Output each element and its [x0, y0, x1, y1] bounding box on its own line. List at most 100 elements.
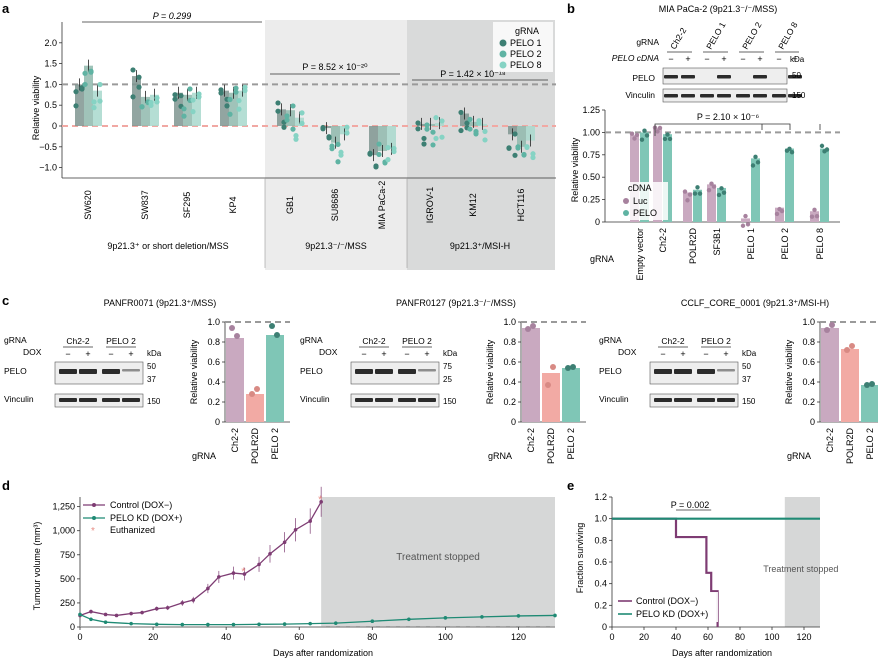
c-blot-band-pelo: [398, 369, 416, 374]
e-y-tick-label: 0.8: [594, 535, 607, 545]
c-blot-band-vinculin: [654, 398, 672, 402]
a-legend-item-2: PELO 2: [510, 49, 542, 59]
b-kda-50: 50: [792, 71, 801, 80]
d-legend-control: Control (DOX−): [110, 500, 172, 510]
e-x-tick-label: 80: [735, 632, 745, 642]
a-dot: [293, 132, 299, 139]
b-bar: [810, 211, 819, 222]
b-dot: [743, 213, 748, 219]
a-dot: [338, 149, 344, 155]
b-blot-band-vinculin: [700, 94, 714, 98]
c-dot: [849, 343, 855, 349]
a-dot: [515, 145, 521, 151]
a-dot: [97, 81, 103, 88]
c-blot-band-pelo: [102, 369, 120, 374]
d-point: [257, 562, 261, 567]
d-series-control: [79, 501, 322, 617]
c-blot-band-vinculin: [697, 398, 715, 402]
a-bar: [220, 90, 229, 126]
b-x-label: PELO 1: [746, 228, 756, 260]
a-legend-item-1: PELO 1: [510, 38, 542, 48]
c-lane-group: Ch2-2: [362, 336, 385, 346]
a-dot: [281, 124, 287, 130]
d-point: [180, 622, 185, 627]
c-blot-band-pelo: [79, 369, 97, 374]
d-x-tick-label: 80: [367, 632, 377, 642]
a-dot: [293, 136, 299, 142]
a-dot: [91, 105, 97, 111]
a-legend-dot-1: [499, 39, 507, 47]
d-point: [217, 575, 221, 579]
b-dot: [824, 147, 830, 152]
a-bar: [460, 113, 469, 126]
c-ylabel: Relative viability: [189, 339, 199, 404]
c-y-tick-label: 0.4: [503, 377, 516, 387]
b-dot: [709, 181, 714, 186]
a-y-tick-label: −0.5: [39, 142, 57, 152]
b-legend-dot-pelo: [623, 210, 629, 216]
b-dot: [779, 208, 785, 214]
b-kda-150: 150: [792, 91, 806, 100]
d-x-tick-label: 20: [148, 632, 158, 642]
c-dot: [864, 382, 870, 388]
b-dot: [662, 136, 668, 142]
a-dot: [88, 68, 94, 74]
b-dot: [719, 186, 724, 191]
b-blot-band-vinculin: [788, 94, 802, 98]
b-blot-sign: −: [668, 54, 673, 64]
a-bar: [277, 109, 286, 126]
c-lane-group: PELO 2: [106, 336, 136, 346]
d-y-tick-label: 1,250: [52, 502, 75, 512]
c-bar: [542, 373, 560, 422]
b-blot-band-pelo: [681, 75, 695, 79]
b-dot: [655, 129, 660, 134]
a-dot: [190, 109, 196, 115]
e-y-tick-label: 1.0: [594, 514, 607, 524]
b-blot-band-vinculin: [664, 94, 678, 98]
c-dot: [824, 327, 830, 333]
d-point: [180, 601, 185, 605]
a-dot: [433, 135, 439, 142]
a-dot: [299, 120, 305, 126]
b-blot-band-pelo: [753, 75, 767, 79]
a-dot: [439, 134, 445, 140]
c-y-tick-label: 0.2: [802, 397, 815, 407]
b-bar: [717, 187, 726, 222]
b-dot: [809, 214, 815, 219]
a-legend: gRNA PELO 1 PELO 2 PELO 8: [493, 22, 553, 72]
a-dot: [482, 137, 488, 143]
a-dot: [284, 117, 290, 123]
a-dot: [172, 92, 178, 98]
d-point: [140, 610, 144, 615]
a-y-tick-label: 1.5: [44, 59, 57, 69]
c-bar: [522, 328, 540, 422]
c-blot-band-pelo: [654, 369, 672, 374]
panel-d-label: d: [2, 478, 10, 493]
c-blot-row-vinculin: Vinculin: [300, 394, 330, 404]
d-euthanized-marker: *: [318, 494, 323, 506]
c-blot-row-vinculin: Vinculin: [4, 394, 34, 404]
c-lane-sign: −: [703, 349, 708, 359]
d-y-tick-label: 0: [70, 622, 75, 632]
d-point: [282, 540, 287, 545]
c-bar: [266, 335, 284, 422]
b-ylabel: Relative viability: [570, 137, 580, 202]
c-dot: [829, 322, 835, 328]
b-dot: [711, 184, 717, 189]
a-bar: [238, 90, 247, 126]
a-dot: [79, 85, 85, 91]
e-x-tick-label: 120: [796, 632, 811, 642]
a-y-tick-label: 0: [52, 121, 57, 131]
b-dot: [812, 207, 817, 213]
b-blot-row-vinculin: Vinculin: [625, 90, 655, 100]
b-blot-band-vinculin: [736, 94, 750, 98]
a-dot: [458, 127, 464, 134]
d-point: [282, 622, 287, 626]
d-point: [191, 598, 196, 602]
b-dot: [639, 137, 645, 142]
b-legend-title: cDNA: [628, 183, 652, 193]
b-dot: [644, 133, 650, 138]
b-bar: [751, 158, 760, 222]
d-x-tick-label: 60: [294, 632, 304, 642]
c-bar: [226, 338, 244, 422]
